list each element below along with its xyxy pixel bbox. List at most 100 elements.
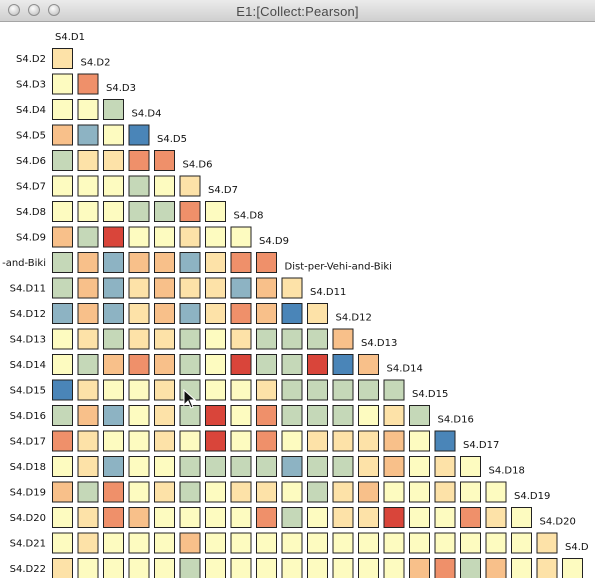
heatmap-cell[interactable] bbox=[358, 532, 379, 554]
heatmap-cell[interactable] bbox=[77, 226, 99, 248]
heatmap-cell[interactable] bbox=[409, 430, 430, 452]
heatmap-cell[interactable] bbox=[103, 277, 124, 299]
heatmap-cell[interactable] bbox=[52, 354, 73, 375]
heatmap-cell[interactable] bbox=[52, 48, 73, 69]
heatmap-cell[interactable] bbox=[52, 303, 73, 324]
heatmap-cell[interactable] bbox=[52, 226, 73, 248]
heatmap-cell[interactable] bbox=[128, 201, 150, 222]
heatmap-cell[interactable] bbox=[154, 507, 175, 528]
heatmap-cell[interactable] bbox=[230, 558, 252, 578]
heatmap-cell[interactable] bbox=[230, 507, 252, 528]
heatmap-cell[interactable] bbox=[230, 532, 252, 554]
heatmap-cell[interactable] bbox=[77, 303, 99, 324]
heatmap-cell[interactable] bbox=[281, 328, 303, 350]
heatmap-cell[interactable] bbox=[230, 277, 252, 299]
heatmap-cell[interactable] bbox=[256, 354, 277, 375]
heatmap-cell[interactable] bbox=[128, 175, 150, 197]
heatmap-cell[interactable] bbox=[52, 430, 73, 452]
heatmap-cell[interactable] bbox=[383, 558, 405, 578]
heatmap-cell[interactable] bbox=[103, 124, 124, 146]
heatmap-cell[interactable] bbox=[281, 558, 303, 578]
heatmap-cell[interactable] bbox=[103, 150, 124, 171]
heatmap-cell[interactable] bbox=[154, 226, 175, 248]
heatmap-cell[interactable] bbox=[307, 405, 328, 426]
heatmap-cell[interactable] bbox=[332, 405, 354, 426]
minimize-window-button[interactable] bbox=[28, 4, 40, 16]
heatmap-cell[interactable] bbox=[128, 124, 150, 146]
heatmap-cell[interactable] bbox=[256, 558, 277, 578]
heatmap-cell[interactable] bbox=[205, 430, 226, 452]
heatmap-cell[interactable] bbox=[205, 405, 226, 426]
heatmap-cell[interactable] bbox=[307, 303, 328, 324]
heatmap-cell[interactable] bbox=[307, 456, 328, 477]
heatmap-cell[interactable] bbox=[281, 430, 303, 452]
heatmap-cell[interactable] bbox=[256, 303, 277, 324]
heatmap-cell[interactable] bbox=[511, 532, 532, 554]
heatmap-cell[interactable] bbox=[103, 481, 124, 503]
heatmap-cell[interactable] bbox=[256, 430, 277, 452]
heatmap-cell[interactable] bbox=[128, 481, 150, 503]
heatmap-cell[interactable] bbox=[485, 532, 507, 554]
heatmap-cell[interactable] bbox=[179, 507, 201, 528]
heatmap-cell[interactable] bbox=[77, 150, 99, 171]
heatmap-cell[interactable] bbox=[103, 532, 124, 554]
heatmap-cell[interactable] bbox=[281, 507, 303, 528]
heatmap-cell[interactable] bbox=[281, 405, 303, 426]
heatmap-cell[interactable] bbox=[103, 252, 124, 273]
heatmap-cell[interactable] bbox=[179, 481, 201, 503]
heatmap-cell[interactable] bbox=[332, 328, 354, 350]
heatmap-cell[interactable] bbox=[230, 226, 252, 248]
heatmap-cell[interactable] bbox=[154, 175, 175, 197]
heatmap-cell[interactable] bbox=[281, 354, 303, 375]
heatmap-cell[interactable] bbox=[460, 558, 481, 578]
heatmap-cell[interactable] bbox=[205, 532, 226, 554]
heatmap-cell[interactable] bbox=[205, 226, 226, 248]
heatmap-cell[interactable] bbox=[358, 481, 379, 503]
zoom-window-button[interactable] bbox=[48, 4, 60, 16]
heatmap-cell[interactable] bbox=[205, 558, 226, 578]
heatmap-cell[interactable] bbox=[103, 354, 124, 375]
heatmap-cell[interactable] bbox=[281, 481, 303, 503]
heatmap-cell[interactable] bbox=[77, 405, 99, 426]
heatmap-cell[interactable] bbox=[128, 532, 150, 554]
heatmap-cell[interactable] bbox=[307, 532, 328, 554]
heatmap-cell[interactable] bbox=[179, 558, 201, 578]
heatmap-cell[interactable] bbox=[52, 150, 73, 171]
correlation-matrix-canvas[interactable]: S4.D2 S4.D3 S4.D4 S4.D5 S4.D6 S4.D7 S4.D8 S4.D9… bbox=[0, 22, 595, 578]
heatmap-cell[interactable] bbox=[128, 379, 150, 401]
heatmap-cell[interactable] bbox=[154, 405, 175, 426]
heatmap-cell[interactable] bbox=[205, 354, 226, 375]
heatmap-cell[interactable] bbox=[511, 507, 532, 528]
heatmap-cell[interactable] bbox=[128, 558, 150, 578]
heatmap-cell[interactable] bbox=[332, 430, 354, 452]
heatmap-cell[interactable] bbox=[383, 532, 405, 554]
heatmap-cell[interactable] bbox=[128, 405, 150, 426]
heatmap-cell[interactable] bbox=[511, 558, 532, 578]
heatmap-cell[interactable] bbox=[536, 558, 558, 578]
heatmap-cell[interactable] bbox=[332, 558, 354, 578]
heatmap-cell[interactable] bbox=[52, 456, 73, 477]
heatmap-cell[interactable] bbox=[281, 379, 303, 401]
heatmap-cell[interactable] bbox=[205, 277, 226, 299]
heatmap-cell[interactable] bbox=[128, 354, 150, 375]
heatmap-cell[interactable] bbox=[307, 430, 328, 452]
heatmap-cell[interactable] bbox=[434, 481, 456, 503]
heatmap-cell[interactable] bbox=[332, 507, 354, 528]
heatmap-cell[interactable] bbox=[307, 481, 328, 503]
heatmap-cell[interactable] bbox=[52, 328, 73, 350]
heatmap-cell[interactable] bbox=[103, 99, 124, 120]
heatmap-cell[interactable] bbox=[409, 532, 430, 554]
heatmap-cell[interactable] bbox=[154, 354, 175, 375]
heatmap-cell[interactable] bbox=[205, 201, 226, 222]
heatmap-cell[interactable] bbox=[52, 201, 73, 222]
heatmap-cell[interactable] bbox=[154, 201, 175, 222]
heatmap-cell[interactable] bbox=[103, 405, 124, 426]
heatmap-cell[interactable] bbox=[52, 379, 73, 401]
heatmap-cell[interactable] bbox=[256, 277, 277, 299]
heatmap-cell[interactable] bbox=[77, 252, 99, 273]
heatmap-cell[interactable] bbox=[358, 354, 379, 375]
heatmap-cell[interactable] bbox=[307, 379, 328, 401]
heatmap-cell[interactable] bbox=[77, 277, 99, 299]
heatmap-cell[interactable] bbox=[77, 456, 99, 477]
heatmap-cell[interactable] bbox=[307, 507, 328, 528]
